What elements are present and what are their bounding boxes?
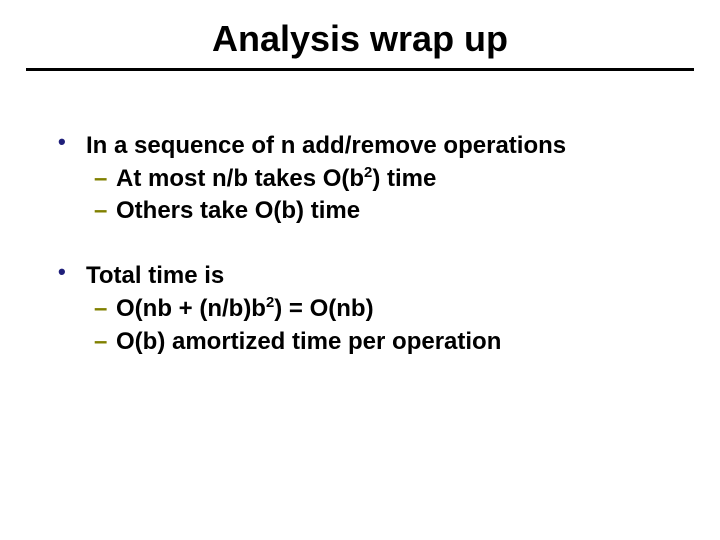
bullet-text: O(b) amortized time per operation (116, 328, 501, 355)
slide: Analysis wrap up In a sequence of n add/… (0, 0, 720, 540)
sub-bullet-list: At most n/b takes O(b2) time Others take… (86, 164, 680, 227)
slide-title: Analysis wrap up (0, 0, 720, 68)
list-item: At most n/b takes O(b2) time (94, 164, 680, 195)
bullet-text: At most n/b takes O(b2) time (116, 165, 436, 192)
bullet-list: In a sequence of n add/remove operations… (56, 131, 680, 357)
slide-body: In a sequence of n add/remove operations… (0, 71, 720, 357)
bullet-text: In a sequence of n add/remove operations (86, 132, 566, 159)
bullet-text: Total time is (86, 262, 224, 289)
list-item: O(nb + (n/b)b2) = O(nb) (94, 294, 680, 325)
bullet-text: O(nb + (n/b)b2) = O(nb) (116, 295, 374, 322)
list-item: Others take O(b) time (94, 196, 680, 227)
list-item: In a sequence of n add/remove operations… (56, 131, 680, 227)
sub-bullet-list: O(nb + (n/b)b2) = O(nb) O(b) amortized t… (86, 294, 680, 357)
list-item: Total time is O(nb + (n/b)b2) = O(nb) O(… (56, 261, 680, 357)
list-item: O(b) amortized time per operation (94, 327, 680, 358)
bullet-text: Others take O(b) time (116, 197, 360, 224)
